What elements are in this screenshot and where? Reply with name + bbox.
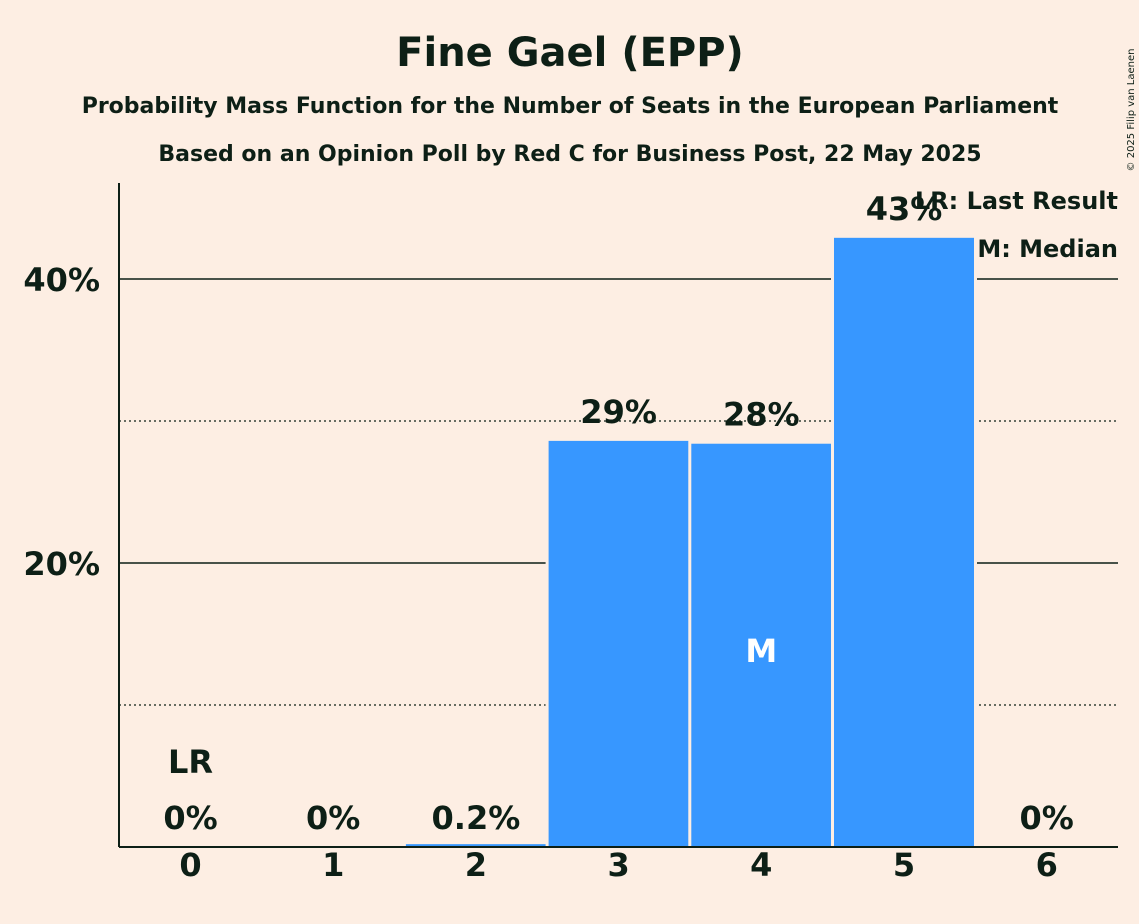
bars xyxy=(402,234,977,847)
x-tick-label: 3 xyxy=(607,846,629,884)
chart-subtitle-2: Based on an Opinion Poll by Red C for Bu… xyxy=(158,142,981,167)
value-label-6: 0% xyxy=(1020,799,1074,837)
value-label-3: 29% xyxy=(580,393,657,431)
x-axis: 0 1 2 3 4 5 6 xyxy=(119,846,1118,884)
value-label-1: 0% xyxy=(306,799,360,837)
legend-entry: LR: Last Result xyxy=(915,187,1118,215)
bar-gap xyxy=(402,841,549,847)
x-tick-label: 4 xyxy=(750,846,772,884)
bar-2 xyxy=(405,844,546,847)
bar-3 xyxy=(548,440,689,847)
x-tick-label: 0 xyxy=(179,846,201,884)
bar-4 xyxy=(691,443,832,847)
y-tick-label: 40% xyxy=(23,261,100,299)
x-tick-label: 1 xyxy=(322,846,344,884)
bar-5 xyxy=(834,237,974,847)
last-result-marker: LR xyxy=(168,743,213,781)
median-marker: M xyxy=(745,632,777,670)
value-label-2: 0.2% xyxy=(432,799,521,837)
y-axis: 20% 40% xyxy=(23,183,120,847)
value-label-4: 28% xyxy=(723,396,800,434)
chart-subtitle-1: Probability Mass Function for the Number… xyxy=(82,94,1059,119)
y-tick-label: 20% xyxy=(23,545,100,583)
x-tick-label: 2 xyxy=(465,846,487,884)
chart-title: Fine Gael (EPP) xyxy=(396,30,744,76)
x-tick-label: 6 xyxy=(1036,846,1058,884)
copyright: © 2025 Filip van Laenen xyxy=(1126,49,1137,172)
legend-entry: M: Median xyxy=(977,235,1118,263)
value-label-5: 43% xyxy=(866,190,943,228)
legend: LR: Last Result M: Median xyxy=(915,187,1118,263)
x-tick-label: 5 xyxy=(893,846,915,884)
bar-labels: 0% 0% 0.2% 29% 28% 43% 0% LR M xyxy=(163,190,1074,837)
value-label-0: 0% xyxy=(163,799,217,837)
